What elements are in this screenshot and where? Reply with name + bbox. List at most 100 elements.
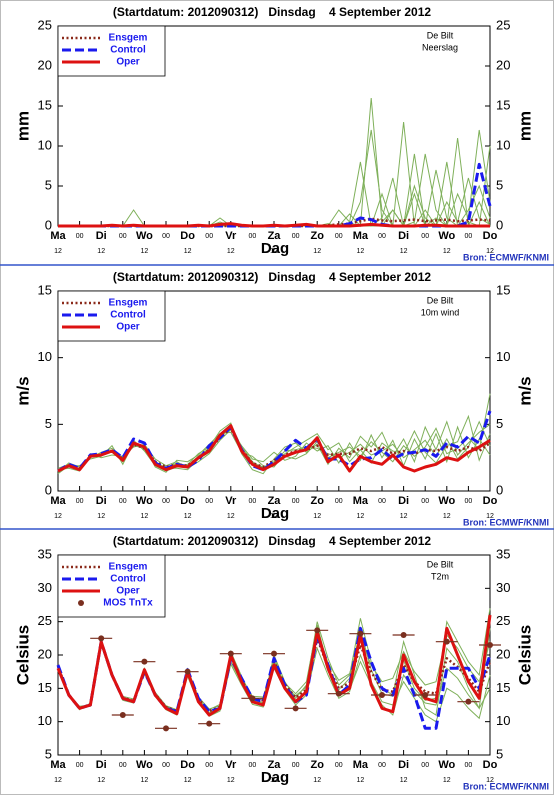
legend-label: Oper xyxy=(116,322,139,333)
y-axis-label: Celsius xyxy=(13,625,32,685)
x-tick-label: Wo xyxy=(136,495,153,507)
x-tick-label: Wo xyxy=(438,759,455,771)
x-tick-label: Zo xyxy=(310,759,324,771)
y-axis-label-right: m/s xyxy=(515,376,534,405)
x-tick-label: Di xyxy=(96,230,107,242)
x-subtick-label: 12 xyxy=(357,777,365,784)
series-line xyxy=(57,424,491,473)
series-line xyxy=(58,222,490,228)
mos-point xyxy=(163,725,169,732)
series-line xyxy=(56,626,492,730)
y-tick-label: 10 xyxy=(38,349,52,364)
x-tick-label: 00 xyxy=(205,762,213,769)
legend-label: Control xyxy=(110,310,146,321)
x-tick-label: 00 xyxy=(378,233,386,240)
x-subtick-label: 12 xyxy=(141,248,149,255)
location-label: De Bilt xyxy=(427,559,454,569)
legend-label: Ensgem xyxy=(109,562,148,573)
x-tick-label: 00 xyxy=(292,498,300,505)
y-tick-label: 10 xyxy=(38,713,52,728)
x-subtick-label: 12 xyxy=(443,777,451,784)
legend-label: Oper xyxy=(116,586,139,597)
x-subtick-label: 12 xyxy=(486,777,494,784)
x-tick-label: Za xyxy=(268,495,282,507)
variable-label: 10m wind xyxy=(421,307,460,317)
x-subtick-label: 12 xyxy=(97,248,105,255)
x-tick-label: 00 xyxy=(335,233,343,240)
x-tick-label: Ma xyxy=(353,230,369,242)
x-subtick-label: 12 xyxy=(141,777,149,784)
y-tick-label-right: 5 xyxy=(496,416,503,431)
y-tick-label: 20 xyxy=(38,646,52,661)
x-tick-label: 00 xyxy=(205,233,213,240)
source-label: Bron: ECMWF/KNMI xyxy=(463,517,549,527)
y-tick-label: 0 xyxy=(45,217,52,232)
x-tick-label: 00 xyxy=(465,762,473,769)
x-subtick-label: 12 xyxy=(357,248,365,255)
y-tick-label-right: 10 xyxy=(496,349,510,364)
x-tick-label: Di xyxy=(398,759,409,771)
legend-label: Oper xyxy=(116,57,139,68)
y-tick-label-right: 0 xyxy=(496,217,503,232)
mos-point xyxy=(379,692,385,698)
x-tick-label: 00 xyxy=(162,498,170,505)
y-tick-label: 15 xyxy=(38,680,52,695)
y-axis-label: m/s xyxy=(13,376,32,405)
source-label: Bron: ECMWF/KNMI xyxy=(463,781,549,791)
mos-point xyxy=(271,650,277,657)
y-tick-label-right: 20 xyxy=(496,646,510,661)
series-line xyxy=(57,410,492,473)
legend-marker xyxy=(78,600,84,606)
series-line xyxy=(56,614,492,717)
x-tick-label: 00 xyxy=(119,233,127,240)
mos-point xyxy=(141,658,148,665)
mos-point xyxy=(227,650,234,657)
x-subtick-label: 12 xyxy=(443,513,451,520)
x-tick-label: Wo xyxy=(438,495,455,507)
y-tick-label-right: 15 xyxy=(496,97,510,112)
x-tick-label: Vr xyxy=(225,495,237,507)
x-subtick-label: 12 xyxy=(97,777,105,784)
y-tick-label: 5 xyxy=(45,746,52,761)
chart-title: (Startdatum: 2012090312) Dinsdag 4 Septe… xyxy=(113,5,431,19)
x-subtick-label: 12 xyxy=(54,513,62,520)
chart-title: (Startdatum: 2012090312) Dinsdag 4 Septe… xyxy=(113,270,431,284)
x-subtick-label: 12 xyxy=(400,777,408,784)
x-axis-label: Dag xyxy=(261,769,289,786)
variable-label: Neerslag xyxy=(422,42,458,52)
x-tick-label: 00 xyxy=(76,762,84,769)
y-tick-label: 25 xyxy=(38,17,52,32)
x-subtick-label: 12 xyxy=(97,513,105,520)
x-tick-label: Vr xyxy=(225,759,237,771)
mos-point xyxy=(357,630,364,637)
x-tick-label: 00 xyxy=(378,762,386,769)
x-subtick-label: 12 xyxy=(313,513,321,520)
x-tick-label: Wo xyxy=(136,230,153,242)
mos-point xyxy=(465,698,472,705)
x-tick-label: Do xyxy=(180,230,195,242)
mos-point xyxy=(422,692,429,698)
y-tick-label: 5 xyxy=(45,177,52,192)
y-tick-label-right: 15 xyxy=(496,680,510,695)
x-tick-label: 00 xyxy=(292,233,300,240)
x-tick-label: Ma xyxy=(353,759,369,771)
y-axis-label: mm xyxy=(13,111,32,141)
y-tick-label-right: 0 xyxy=(496,482,503,497)
mos-point xyxy=(206,720,213,727)
x-subtick-label: 12 xyxy=(357,513,365,520)
x-subtick-label: 12 xyxy=(141,513,149,520)
x-tick-label: Za xyxy=(268,759,282,771)
y-tick-label-right: 5 xyxy=(496,177,503,192)
x-tick-label: 00 xyxy=(378,498,386,505)
mos-point xyxy=(400,632,407,638)
mos-point xyxy=(487,642,493,648)
x-tick-label: Za xyxy=(268,230,282,242)
legend-label: Ensgem xyxy=(109,298,148,309)
chart-title: (Startdatum: 2012090312) Dinsdag 4 Septe… xyxy=(113,534,431,548)
x-subtick-label: 12 xyxy=(184,248,192,255)
y-tick-label-right: 20 xyxy=(496,57,510,72)
x-subtick-label: 12 xyxy=(486,513,494,520)
x-subtick-label: 12 xyxy=(54,248,62,255)
y-tick-label: 35 xyxy=(38,546,52,561)
x-tick-label: Do xyxy=(483,759,498,771)
